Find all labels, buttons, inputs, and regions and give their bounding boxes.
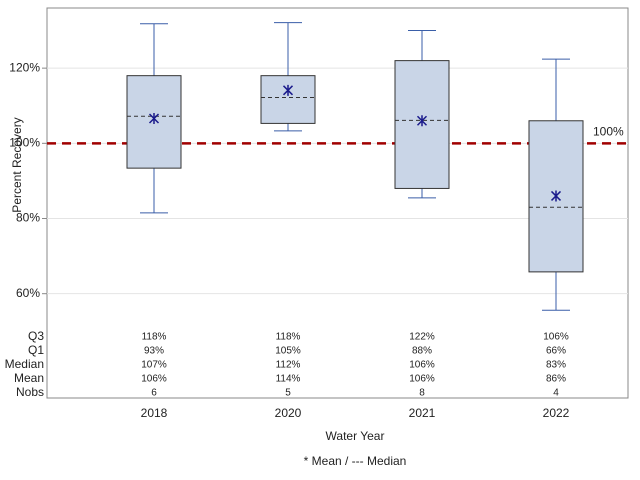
table-cell: 106% (543, 332, 569, 343)
table-cell: 66% (546, 346, 566, 357)
table-cell: 8 (419, 388, 425, 399)
table-row-label: Q1 (28, 343, 44, 357)
table-cell: 105% (275, 346, 301, 357)
mean-marker (550, 190, 562, 202)
table-row-label: Median (5, 357, 44, 371)
x-tick-label: 2018 (141, 406, 168, 420)
table-row-label: Q3 (28, 329, 44, 343)
x-tick-label: 2020 (275, 406, 302, 420)
table-row-label: Nobs (16, 385, 44, 399)
y-axis-label: Percent Recovery (10, 117, 24, 212)
table-cell: 112% (276, 360, 301, 371)
table-row-label: Mean (14, 371, 44, 385)
table-cell: 118% (142, 332, 167, 343)
table-cell: 5 (285, 388, 291, 399)
x-tick-label: 2021 (409, 406, 436, 420)
table-cell: 122% (409, 332, 435, 343)
box (394, 60, 450, 189)
footnote: * Mean / --- Median (304, 454, 407, 468)
y-tick-label: 100% (9, 135, 40, 149)
table-cell: 118% (276, 332, 301, 343)
reference-label: 100% (593, 124, 624, 138)
table-cell: 88% (412, 346, 432, 357)
table-cell: 4 (553, 388, 559, 399)
table-cell: 106% (141, 374, 167, 385)
box (260, 75, 316, 124)
mean-marker (148, 113, 160, 125)
x-axis-label: Water Year (326, 429, 385, 443)
table-cell: 83% (546, 360, 566, 371)
plot-frame (46, 7, 629, 399)
table-cell: 6 (151, 388, 157, 399)
y-tick-label: 120% (9, 60, 40, 74)
y-tick-label: 60% (16, 286, 40, 300)
y-tick-label: 80% (16, 211, 40, 225)
table-cell: 86% (546, 374, 566, 385)
mean-marker (282, 84, 294, 96)
x-tick-label: 2022 (543, 406, 570, 420)
table-cell: 106% (409, 360, 435, 371)
table-cell: 114% (276, 374, 301, 385)
mean-marker (416, 115, 428, 127)
table-cell: 106% (409, 374, 435, 385)
table-cell: 107% (141, 360, 167, 371)
table-cell: 93% (144, 346, 164, 357)
